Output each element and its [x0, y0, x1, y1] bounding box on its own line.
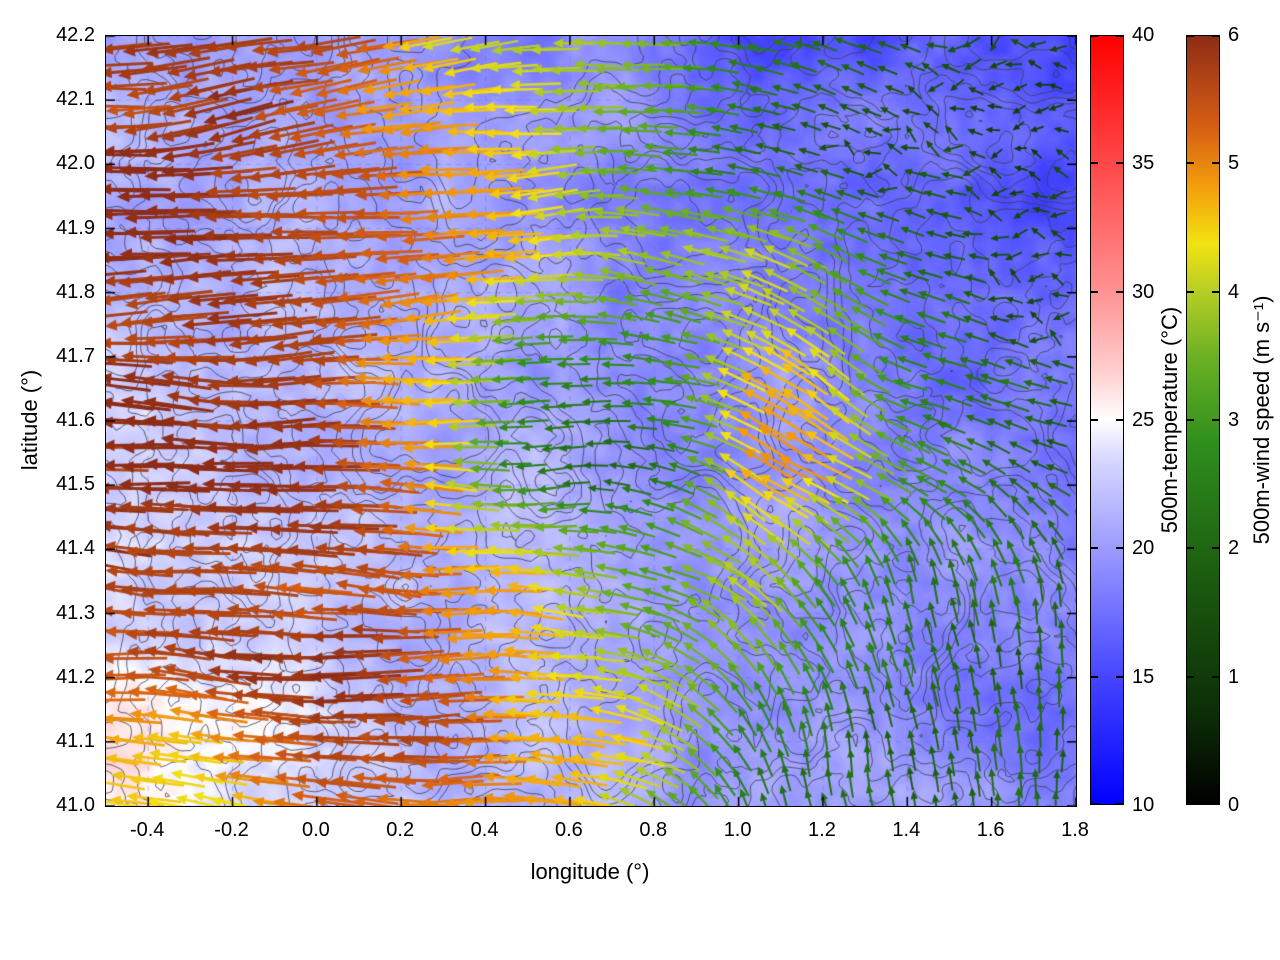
temperature-tick-label: 25	[1132, 409, 1155, 431]
temperature-tick-label-mark	[1116, 162, 1123, 165]
wind-tick-label-mark	[1187, 35, 1194, 37]
wind-tick-label-mark	[1212, 290, 1219, 293]
temperature-tick-label-mark	[1091, 290, 1098, 293]
x-axis-label: longitude (°)	[530, 859, 650, 884]
temperature-tick-label: 30	[1132, 280, 1155, 303]
y-tick-label: 41.9	[56, 216, 95, 239]
x-tick-label: -0.4	[129, 819, 165, 841]
wind-tick-label-mark	[1212, 162, 1219, 165]
wind-tick-label-mark	[1212, 419, 1219, 421]
y-tick-label: 41.4	[56, 537, 95, 560]
y-tick-label: 42.0	[56, 152, 95, 175]
wind-tick-label-mark	[1187, 419, 1194, 421]
y-tick-label: 41.7	[56, 344, 95, 367]
temperature-tick-label-mark	[1116, 675, 1123, 678]
temperature-tick-label-mark	[1091, 162, 1098, 165]
temperature-tick-label-mark	[1091, 547, 1098, 550]
temperature-tick-label-mark	[1091, 419, 1098, 421]
y-tick-label: 41.1	[56, 729, 95, 752]
y-tick-label: 41.5	[56, 473, 95, 496]
wind-tick-label: 3	[1228, 409, 1240, 431]
y-tick-label: 41.2	[56, 665, 95, 688]
x-tick-label: 1.8	[1061, 819, 1089, 841]
temperature-tick-label-mark	[1116, 290, 1123, 293]
x-tick-label: 1.0	[723, 819, 752, 841]
wind-tick-label: 2	[1228, 537, 1240, 560]
x-tick-label: 0.4	[470, 819, 499, 841]
temperature-tick-label-mark	[1116, 803, 1123, 805]
x-tick-label: 1.6	[976, 819, 1005, 841]
temperature-tick-label: 15	[1132, 665, 1155, 688]
y-tick-label: 41.0	[56, 794, 95, 816]
wind-tick-label-mark	[1187, 803, 1194, 805]
wind-tick-label-mark	[1212, 803, 1219, 805]
wind-tick-label: 6	[1228, 24, 1240, 46]
temperature-tick-label: 35	[1132, 152, 1155, 175]
wind-tick-label-mark	[1187, 290, 1194, 293]
wind-tick-label: 4	[1228, 280, 1240, 303]
temperature-tick-label: 20	[1132, 537, 1155, 560]
x-tick-label: 1.2	[808, 819, 836, 841]
wind-tick-label-mark	[1187, 162, 1194, 165]
x-tick-label: 0.2	[386, 819, 415, 841]
temperature-tick-label-mark	[1091, 675, 1098, 678]
x-tick-label: 0.0	[301, 819, 330, 841]
temperature-tick-label-mark	[1091, 35, 1098, 37]
temperature-tick-label-mark	[1116, 419, 1123, 421]
wind-tick-label: 5	[1228, 152, 1240, 175]
temperature-tick-label: 40	[1132, 24, 1155, 46]
x-tick-label: 0.6	[555, 819, 583, 841]
temperature-tick-label-mark	[1116, 35, 1123, 37]
wind-tick-label: 1	[1228, 665, 1240, 688]
y-tick-label: 42.1	[56, 88, 95, 111]
y-tick-label: 41.8	[56, 280, 95, 303]
x-tick-label: 0.8	[639, 819, 668, 841]
temperature-tick-label: 10	[1132, 794, 1155, 816]
wind-tick-label-mark	[1187, 547, 1194, 550]
y-tick-label: 42.2	[56, 24, 95, 46]
temperature-tick-label-mark	[1091, 803, 1098, 805]
y-tick-label: 41.6	[56, 409, 95, 431]
wind-tick-label-mark	[1212, 35, 1219, 37]
y-tick-label: 41.3	[56, 601, 95, 624]
wind-tick-label-mark	[1212, 547, 1219, 550]
temperature-tick-label-mark	[1116, 547, 1123, 550]
wind-tick-label: 0	[1228, 794, 1240, 816]
x-tick-label: -0.2	[214, 819, 249, 841]
map-plot-canvas	[105, 35, 1077, 807]
wind-tick-label-mark	[1187, 675, 1194, 678]
wind-tick-label-mark	[1212, 675, 1219, 678]
x-tick-label: 1.4	[892, 819, 921, 841]
